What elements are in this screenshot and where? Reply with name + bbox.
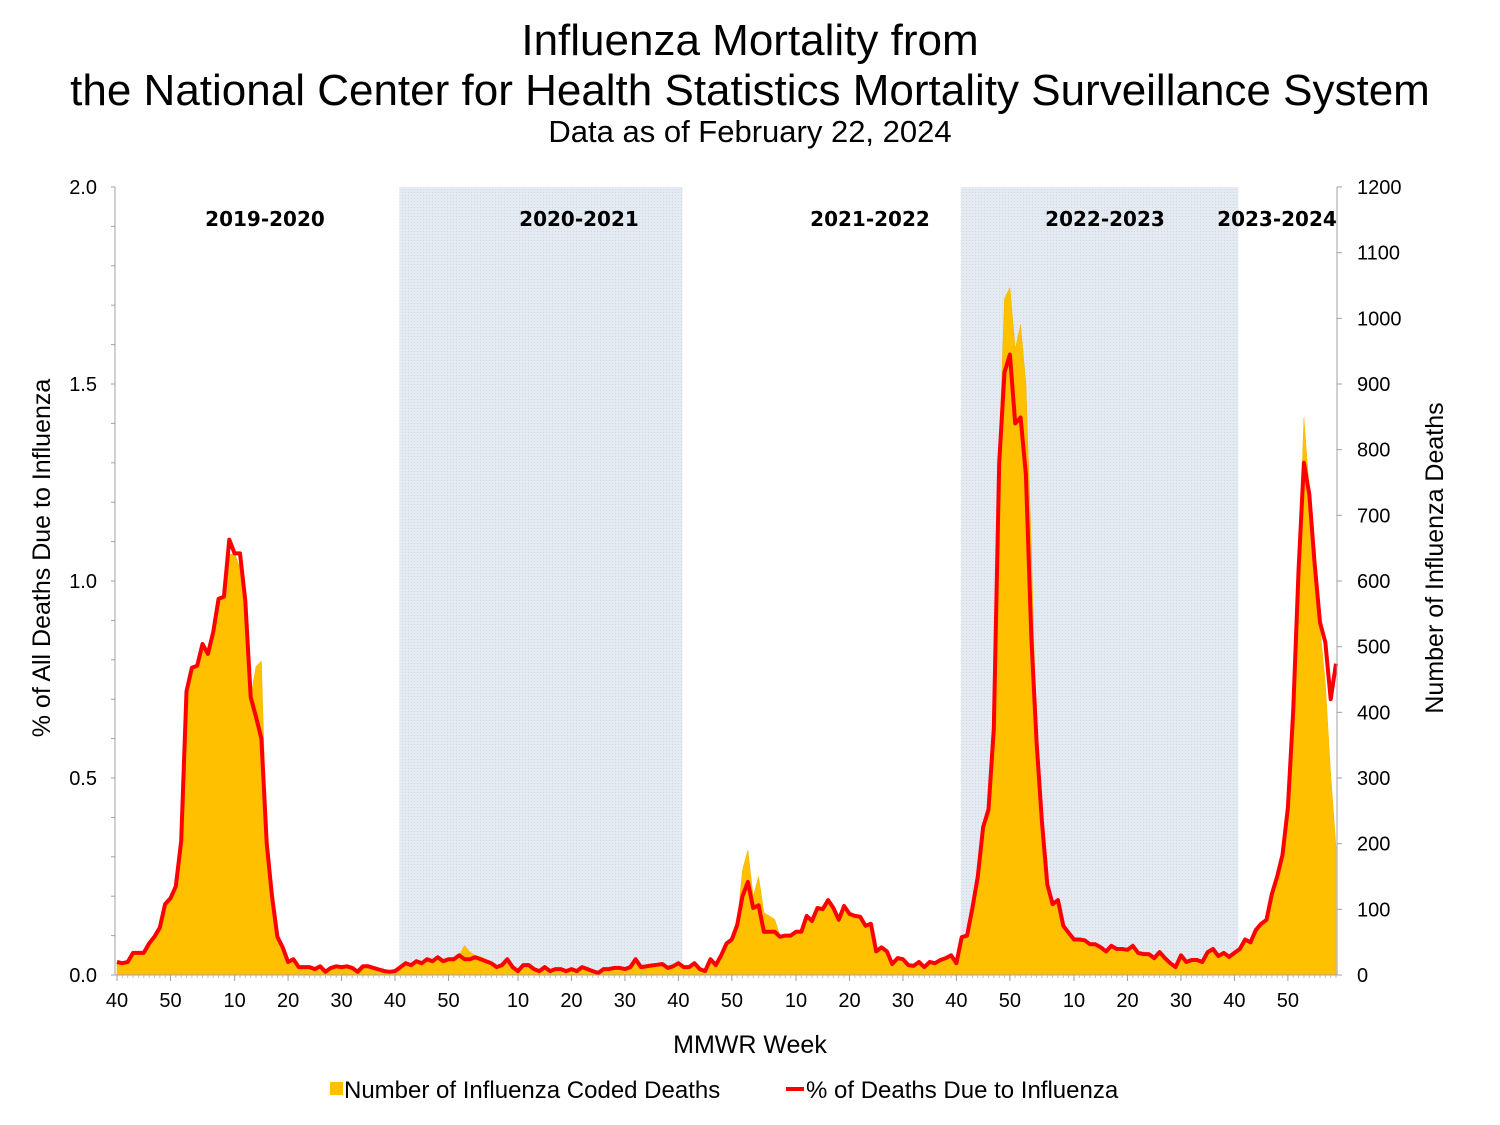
x-tick-label: 40: [1223, 990, 1245, 1012]
y-right-tick-label: 800: [1357, 440, 1390, 462]
x-tick-label: 20: [560, 990, 582, 1012]
x-tick-label: 10: [223, 990, 245, 1012]
x-tick-label: 30: [1170, 990, 1192, 1012]
x-tick-label: 10: [785, 990, 807, 1012]
x-tick-label: 20: [277, 990, 299, 1012]
pct-line: [116, 352, 1338, 975]
y-left-tick-label: 1.5: [69, 374, 97, 396]
season-band-2020-2021: [399, 187, 683, 975]
y-right-tick-label: 600: [1357, 571, 1390, 593]
x-tick-label: 50: [159, 990, 181, 1012]
legend-deaths-swatch: [330, 1082, 343, 1095]
x-tick-label: 50: [999, 990, 1021, 1012]
y-right-tick-label: 200: [1357, 834, 1390, 856]
x-tick-label: 50: [437, 990, 459, 1012]
y-left-tick-label: 2.0: [69, 177, 97, 199]
x-tick-label: 30: [330, 990, 352, 1012]
x-tick-label: 10: [507, 990, 529, 1012]
y-right-tick-label: 700: [1357, 505, 1390, 527]
x-tick-label: 40: [945, 990, 967, 1012]
x-tick-label: 50: [1277, 990, 1299, 1012]
x-tick-label: 30: [614, 990, 636, 1012]
y-left-tick-label: 1.0: [69, 571, 97, 593]
y-right-tick-label: 1000: [1357, 308, 1402, 330]
pct-line-layer: [116, 352, 1338, 975]
x-tick-label: 20: [1116, 990, 1138, 1012]
y-right-tick-label: 1100: [1357, 243, 1400, 265]
y-left-tick-label: 0.5: [69, 768, 97, 790]
chart-title-line2: the National Center for Health Statistic…: [70, 66, 1430, 115]
season-label: 2021-2022: [810, 207, 930, 231]
season-label: 2020-2021: [519, 207, 639, 231]
y-left-tick-label: 0.0: [69, 965, 97, 987]
season-label: 2022-2023: [1045, 207, 1165, 231]
legend: Number of Influenza Coded Deaths % of De…: [330, 1077, 1119, 1104]
y-right-tick-label: 0: [1357, 965, 1368, 987]
x-tick-label: 10: [1063, 990, 1085, 1012]
season-label: 2023-2024: [1217, 207, 1337, 231]
chart-subtitle: Data as of February 22, 2024: [548, 114, 951, 149]
season-bands: [399, 187, 1239, 975]
y-axis-right-label: Number of Influenza Deaths: [1421, 402, 1449, 713]
legend-deaths-label: Number of Influenza Coded Deaths: [344, 1077, 720, 1104]
x-axis-label: MMWR Week: [673, 1031, 827, 1059]
y-right-tick-label: 400: [1357, 702, 1390, 724]
x-tick-label: 40: [384, 990, 406, 1012]
chart-title: Influenza Mortality from: [521, 16, 978, 65]
y-axis-left-label: % of All Deaths Due to Influenza: [28, 379, 56, 738]
x-tick-label: 20: [838, 990, 860, 1012]
y-right-tick-label: 100: [1357, 899, 1390, 921]
season-label: 2019-2020: [205, 207, 325, 231]
x-tick-label: 40: [106, 990, 128, 1012]
x-tick-label: 30: [892, 990, 914, 1012]
x-tick-label: 50: [721, 990, 743, 1012]
y-right-tick-label: 300: [1357, 768, 1390, 790]
legend-pct-label: % of Deaths Due to Influenza: [806, 1077, 1119, 1104]
y-right-tick-label: 500: [1357, 637, 1390, 659]
y-right-tick-label: 1200: [1357, 177, 1402, 199]
y-right-tick-label: 900: [1357, 374, 1390, 396]
axes: 0.0 0.5 1.0 1.5 2.0 0 100 200 300 400 500 600 700 800…: [69, 177, 1401, 1012]
x-tick-label: 40: [667, 990, 689, 1012]
season-labels: 2019-2020 2020-2021 2021-2022 2022-2023 2023…: [205, 207, 1337, 231]
